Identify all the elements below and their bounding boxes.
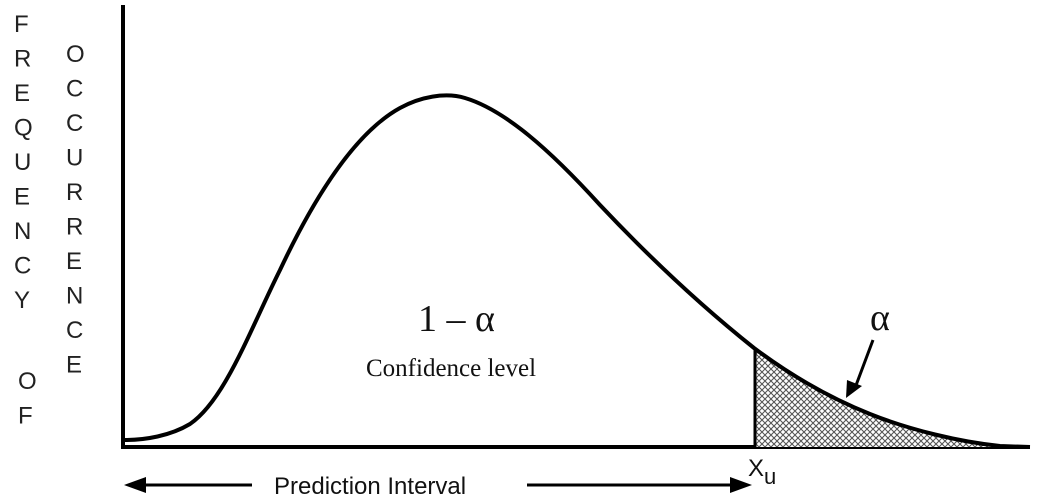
distribution-curve — [124, 93, 1031, 449]
xu-label: Xu — [748, 455, 776, 489]
alpha-arrow-head — [846, 380, 862, 398]
confidence-symbol: 1 – α — [418, 298, 495, 340]
alpha-arrow-shaft — [853, 339, 875, 389]
interval-right-arrowhead — [730, 477, 752, 493]
alpha-tail-region — [754, 348, 1030, 447]
interval-left-arrowhead — [124, 477, 146, 493]
alpha-label: α — [870, 297, 890, 339]
confidence-level-label: Confidence level — [366, 355, 536, 382]
prediction-interval-label: Prediction Interval — [274, 473, 466, 500]
